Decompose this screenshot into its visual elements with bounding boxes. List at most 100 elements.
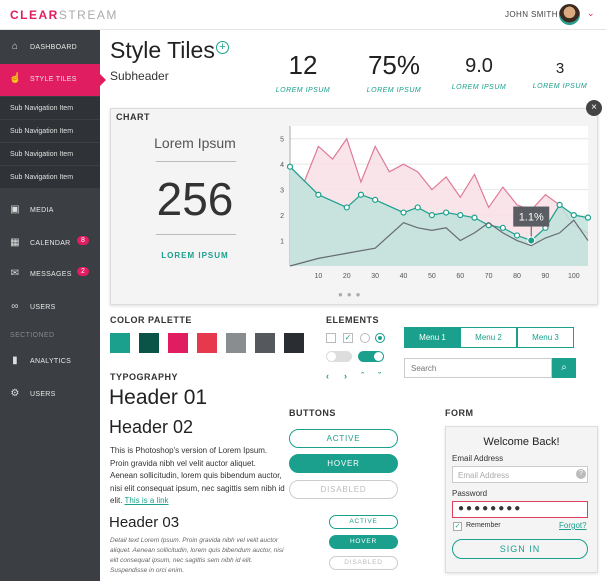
sidebar-item-calendar[interactable]: ▦ CALENDAR 8 — [0, 228, 100, 260]
data-point — [372, 196, 379, 203]
toggle-on[interactable] — [358, 351, 384, 362]
envelope-icon: ✉ — [10, 268, 20, 279]
data-point — [357, 191, 365, 198]
x-tick-label: 80 — [513, 273, 521, 280]
hover-button-small[interactable]: HOVER — [329, 535, 398, 549]
kpi-divider — [156, 234, 236, 235]
active-button[interactable]: ACTIVE — [289, 429, 398, 448]
data-point — [457, 211, 464, 219]
sign-in-button[interactable]: SIGN IN — [452, 539, 588, 559]
sidebar-item-users-settings[interactable]: ⚙ USERS — [10, 388, 56, 399]
logo[interactable]: CLEARSTREAM — [10, 8, 118, 22]
chevron-left-icon[interactable]: ‹ — [326, 371, 329, 381]
chart-panel-label: CHART — [116, 112, 150, 122]
disabled-button[interactable]: DISABLED — [289, 480, 398, 499]
stat-2: 75% LOREM IPSUM — [366, 50, 422, 94]
tooltip-box — [513, 206, 550, 227]
y-tick-label: 3 — [280, 188, 284, 195]
glasses-icon: ∞ — [11, 301, 19, 312]
tab-menu-2[interactable]: Menu 2 — [460, 327, 517, 348]
calendar-badge: 8 — [77, 236, 90, 245]
x-tick-label: 90 — [542, 273, 550, 280]
radio-checked[interactable] — [375, 333, 385, 343]
avatar[interactable] — [559, 4, 580, 25]
sidebar-item-messages[interactable]: ✉ MESSAGES 2 — [0, 259, 100, 291]
chevron-down-icon[interactable]: ⌄ — [587, 8, 595, 18]
y-tick-label: 5 — [280, 137, 284, 144]
kpi-value: 256 — [156, 173, 234, 225]
checkbox-unchecked[interactable] — [326, 333, 336, 343]
color-swatch — [110, 333, 130, 353]
help-icon[interactable]: ? — [576, 469, 586, 479]
typography-heading: TYPOGRAPHY — [110, 372, 179, 382]
image-icon: ▣ — [10, 204, 20, 215]
checkbox-checked[interactable]: ✓ — [343, 333, 353, 343]
body-text-sample: This is Photoshop's version of Lorem Ips… — [110, 446, 285, 505]
sidebar-section-label: SECTIONED — [10, 332, 55, 339]
x-tick-label: 60 — [456, 273, 464, 280]
x-tick-label: 10 — [314, 273, 322, 280]
tab-menu-3[interactable]: Menu 3 — [517, 327, 574, 348]
palette-heading: COLOR PALETTE — [110, 315, 192, 325]
email-label: Email Address — [452, 454, 504, 463]
close-icon[interactable]: × — [586, 100, 602, 116]
sample-link[interactable]: This is a link — [124, 496, 169, 505]
kpi-label: LOREM IPSUM — [161, 251, 229, 260]
data-point — [286, 163, 294, 170]
sub-nav-item[interactable]: Sub Navigation Item — [0, 97, 100, 120]
color-swatch — [226, 333, 246, 353]
y-tick-label: 4 — [280, 162, 284, 169]
sidebar-item-style-tiles[interactable]: ☝ STYLE TILES — [0, 64, 106, 96]
active-button-small[interactable]: ACTIVE — [329, 515, 398, 529]
remember-checkbox[interactable]: ✓ — [453, 522, 462, 531]
plus-icon[interactable]: + — [216, 41, 229, 54]
tab-menu-1[interactable]: Menu 1 — [404, 327, 461, 348]
calendar-icon: ▦ — [10, 237, 20, 248]
tooltip-label: 1.1% — [519, 212, 544, 224]
stat-4: 3 LOREM IPSUM — [532, 60, 588, 90]
data-point — [442, 209, 450, 216]
carousel-dots[interactable]: ●●● — [338, 290, 365, 299]
highlight-point — [527, 236, 536, 245]
toggle-off[interactable] — [326, 351, 352, 362]
password-field[interactable]: ●●●●●●●● — [452, 501, 588, 518]
stat-3: 9.0 LOREM IPSUM — [451, 55, 507, 91]
form-title: Welcome Back! — [483, 436, 560, 448]
chevron-down-icon[interactable]: ˇ — [378, 371, 381, 381]
disabled-button-small[interactable]: DISABLED — [329, 556, 398, 570]
sidebar-item-users[interactable]: ∞ USERS — [0, 292, 100, 324]
chevron-right-icon[interactable]: › — [344, 371, 347, 381]
kpi-title: Lorem Ipsum — [154, 135, 236, 151]
sub-nav-item[interactable]: Sub Navigation Item — [0, 120, 100, 143]
user-name[interactable]: JOHN SMITH — [505, 10, 558, 19]
search-icon[interactable]: ⌕ — [552, 358, 576, 378]
forgot-link[interactable]: Forgot? — [559, 521, 587, 530]
data-point — [584, 214, 592, 221]
sidebar-item-analytics[interactable]: ▮ ANALYTICS — [0, 346, 100, 378]
sub-nav-item[interactable]: Sub Navigation Item — [0, 166, 100, 189]
page-title: Style Tiles — [110, 37, 215, 63]
sidebar-item-media[interactable]: ▣ MEDIA — [10, 204, 54, 215]
password-label: Password — [452, 489, 488, 498]
series-line-2 — [289, 219, 589, 267]
elements-heading: ELEMENTS — [326, 315, 380, 325]
data-point — [513, 232, 521, 239]
x-tick-label: 70 — [485, 273, 493, 280]
x-tick-label: 40 — [400, 273, 408, 280]
radio-unchecked[interactable] — [360, 333, 370, 343]
data-point — [414, 204, 421, 211]
color-swatch — [255, 333, 275, 353]
sub-nav-item[interactable]: Sub Navigation Item — [0, 143, 100, 166]
login-form — [445, 426, 598, 573]
search-input[interactable] — [404, 358, 552, 378]
form-heading: FORM — [445, 408, 474, 418]
chevron-up-icon[interactable]: ˆ — [361, 371, 364, 381]
hover-button[interactable]: HOVER — [289, 454, 398, 473]
sidebar-item-dashboard[interactable]: ⌂ DASHBOARD — [0, 32, 100, 64]
area-chart[interactable]: 1 2 3 4 5 10 20 30 40 50 60 70 80 90 100 1.1% — [276, 122, 592, 282]
email-field[interactable]: Email Address — [452, 466, 588, 483]
data-point — [343, 204, 350, 211]
x-tick-label: 20 — [343, 273, 351, 280]
y-tick-label: 1 — [280, 239, 284, 246]
remember-label: Remember — [466, 522, 501, 529]
